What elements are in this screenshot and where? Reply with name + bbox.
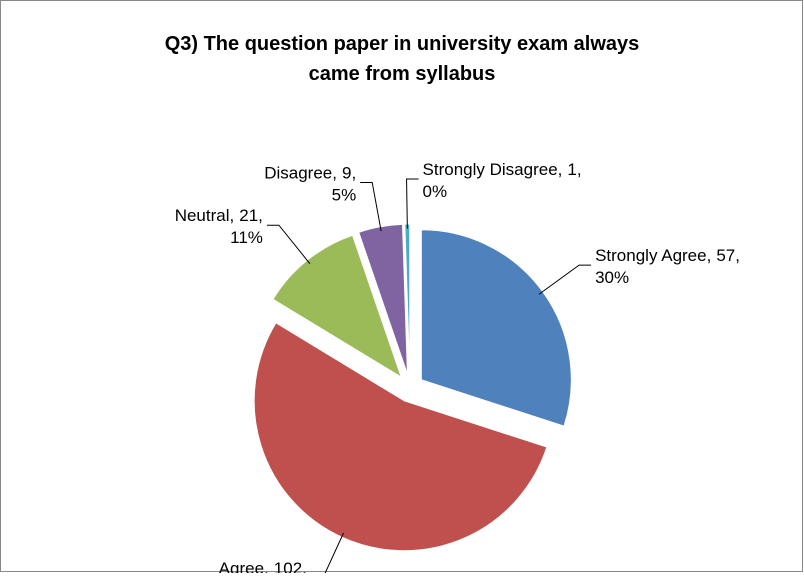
label-separator: , (577, 160, 582, 179)
label-value: 9 (342, 163, 351, 182)
label-separator: , (302, 559, 307, 573)
label-percent: 11% (230, 228, 263, 247)
label-separator: , (558, 160, 563, 179)
label-category: Agree (219, 559, 264, 573)
label-percent: 30% (595, 268, 629, 287)
label-category: Disagree (264, 163, 332, 182)
data-label: Strongly Agree, 57, 30% (595, 246, 740, 287)
label-value: 57 (716, 246, 735, 265)
leader-line (360, 181, 382, 232)
data-label: Disagree, 9, 5% (264, 163, 356, 204)
label-separator: , (264, 559, 269, 573)
label-separator: , (230, 206, 235, 225)
label-separator: , (735, 246, 740, 265)
label-value: 1 (567, 160, 576, 179)
label-separator: , (332, 163, 337, 182)
label-separator: , (707, 246, 712, 265)
data-label: Agree,102,54% (219, 559, 307, 573)
label-category: Strongly Agree (595, 246, 707, 265)
label-category: Neutral (175, 206, 230, 225)
label-separator: , (258, 206, 263, 225)
label-percent: 0% (423, 182, 448, 201)
data-label: Strongly Disagree, 1, 0% (423, 160, 582, 201)
label-value: 102 (274, 559, 302, 573)
label-percent: 5% (332, 185, 357, 204)
chart-title-line: Q3) The question paper in university exa… (165, 33, 640, 55)
label-separator: , (351, 163, 356, 182)
leader-line (266, 224, 311, 265)
chart-title-line: came from syllabus (309, 63, 496, 85)
leader-line (406, 178, 419, 229)
label-category: Strongly Disagree (423, 160, 558, 179)
leader-line (538, 264, 592, 295)
data-label: Neutral, 21, 11% (175, 206, 263, 247)
label-value: 21 (239, 206, 258, 225)
